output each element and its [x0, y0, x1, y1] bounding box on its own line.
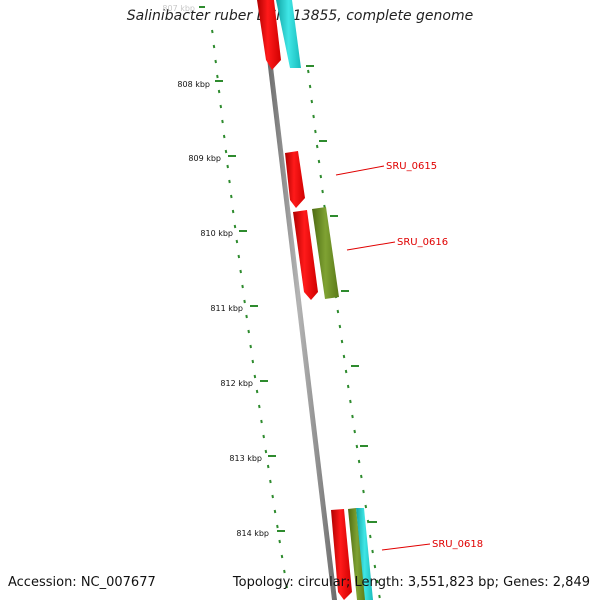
scale-dot — [314, 129, 317, 134]
scale-tick-label: 810 kbp — [200, 229, 233, 238]
scale-dot — [369, 534, 372, 539]
scale-dot — [273, 509, 277, 514]
scale-dot — [375, 579, 379, 584]
scale-dot — [312, 114, 315, 119]
scale-dot — [255, 389, 259, 394]
cds-cyan-top — [276, 0, 301, 68]
scale-dot — [260, 419, 263, 424]
scale-dot — [233, 224, 237, 229]
scale-dot — [342, 354, 346, 359]
scale-dot — [310, 99, 314, 104]
scale-dot — [212, 44, 216, 49]
scale-dot — [378, 594, 381, 599]
leader-line-SRU_0618 — [381, 543, 431, 551]
scale-dot — [219, 104, 223, 109]
scale-dot — [239, 269, 242, 274]
scale-dot — [224, 149, 228, 154]
scale-ticks: 807 kbp 808 kbp 809 kbp 810 kbp 811 kbp … — [162, 4, 285, 538]
leader-line-SRU_0616 — [346, 241, 396, 251]
scale-dot — [276, 524, 279, 529]
scale-tick-label: 808 kbp — [177, 80, 210, 89]
scale-dot — [336, 309, 340, 314]
genome-summary-text: Topology: circular; Length: 3,551,823 bp… — [232, 575, 590, 590]
scale-dot — [308, 84, 312, 89]
scale-dot — [280, 554, 284, 559]
scale-dot — [357, 459, 361, 464]
scale-dot — [216, 74, 219, 79]
scale-dot — [344, 369, 348, 374]
scale-dot — [251, 359, 255, 364]
scale-dot — [253, 374, 257, 379]
scale-dot — [221, 119, 224, 124]
scale-dot — [360, 474, 363, 479]
scale-dot — [228, 179, 231, 184]
scale-dot — [214, 59, 217, 64]
cds-SRU_0618 — [356, 508, 373, 600]
scale-dot — [247, 329, 250, 334]
scale-dot — [371, 549, 374, 554]
scale-dot — [258, 404, 261, 409]
scale-dot — [226, 164, 229, 169]
scale-dot — [340, 339, 344, 344]
cds-red-810 — [293, 210, 318, 300]
scale-dot — [346, 384, 350, 389]
scale-dot — [278, 539, 281, 544]
scale-dot — [366, 519, 370, 524]
scale-dot — [243, 299, 246, 304]
scale-dot — [315, 144, 319, 149]
scale-dot — [351, 414, 354, 419]
scale-dot — [237, 254, 241, 259]
scale-dot — [307, 69, 310, 74]
accession-text: Accession: NC_007677 — [8, 575, 156, 590]
scale-dot — [230, 194, 233, 199]
scale-tick-label: 807 kbp — [162, 4, 195, 13]
cds-SRU_0615 — [285, 151, 305, 208]
cds-red-top — [257, 0, 281, 70]
scale-dot — [364, 504, 368, 509]
scale-dot — [349, 399, 352, 404]
scale-dot — [285, 584, 288, 589]
scale-dot — [231, 209, 235, 214]
scale-dot — [362, 489, 365, 494]
scale-dot — [319, 174, 323, 179]
map-title: Salinibacter ruber DSM 13855, complete g… — [126, 8, 474, 24]
scale-dot — [264, 449, 268, 454]
scale-dot — [249, 344, 252, 349]
scale-dot — [321, 189, 324, 194]
scale-tick-label: 809 kbp — [188, 154, 221, 163]
scale-dot — [271, 494, 274, 499]
scale-dot — [317, 159, 321, 164]
scale-dot — [283, 569, 286, 574]
genome-backbone — [260, 0, 337, 600]
scale-dot — [373, 564, 377, 569]
gene-label-SRU_0616: SRU_0616 — [397, 237, 448, 248]
gene-label-SRU_0618: SRU_0618 — [432, 539, 483, 550]
leader-line-SRU_0615 — [335, 165, 385, 176]
scale-dot — [217, 89, 221, 94]
scale-dot — [235, 239, 239, 244]
scale-dot — [353, 429, 356, 434]
cds-SRU_0616 — [312, 207, 339, 299]
outer-ring-ticks — [306, 65, 377, 523]
scale-dot — [338, 324, 342, 329]
inner-scale-ring — [211, 29, 288, 589]
scale-tick-label: 814 kbp — [236, 529, 269, 538]
scale-tick-label: 812 kbp — [220, 379, 253, 388]
scale-tick-label: 813 kbp — [229, 454, 262, 463]
scale-dot — [222, 134, 226, 139]
scale-tick-label: 811 kbp — [210, 304, 243, 313]
scale-dot — [269, 479, 272, 484]
scale-dot — [355, 444, 359, 449]
gene-label-SRU_0615: SRU_0615 — [386, 161, 437, 172]
cds-olive-814 — [348, 508, 366, 600]
scale-dot — [245, 314, 248, 319]
scale-dot — [211, 29, 214, 34]
scale-dot — [266, 464, 270, 469]
cds-red-814 — [331, 509, 352, 600]
scale-dot — [262, 434, 265, 439]
scale-dot — [241, 284, 244, 289]
